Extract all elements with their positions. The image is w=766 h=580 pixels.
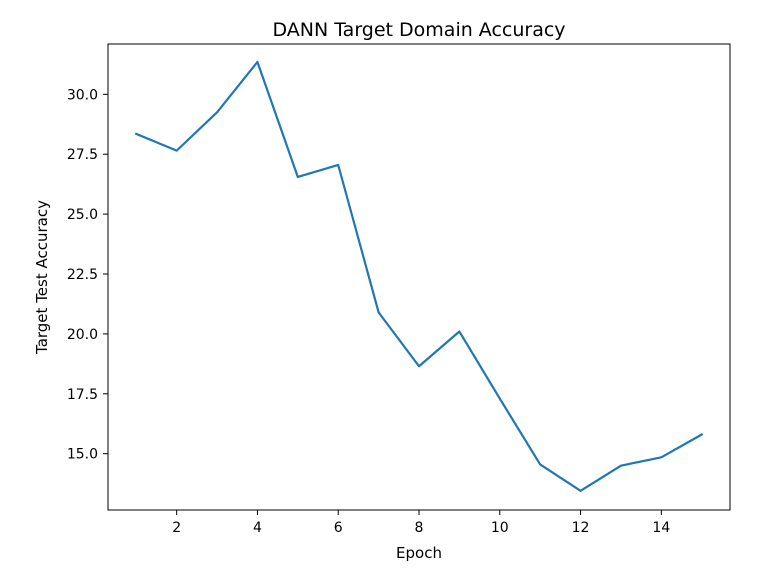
y-axis-ticks: 15.0 17.5 20.0 22.5 25.0 27.5 30.0 bbox=[67, 87, 108, 463]
chart-title: DANN Target Domain Accuracy bbox=[272, 19, 565, 41]
plot-frame bbox=[107, 43, 731, 511]
y-tick-label: 17.5 bbox=[67, 387, 98, 403]
x-tick-label: 12 bbox=[572, 520, 590, 536]
series-line-1 bbox=[134, 60, 704, 492]
x-tick-label: 14 bbox=[652, 520, 670, 536]
x-tick-label: 4 bbox=[253, 520, 262, 536]
y-tick-label: 27.5 bbox=[67, 147, 98, 163]
x-tick-label: 8 bbox=[415, 520, 424, 536]
y-tick-label: 15.0 bbox=[67, 447, 98, 463]
y-tick-label: 20.0 bbox=[67, 327, 98, 343]
y-tick-label: 22.5 bbox=[67, 267, 98, 283]
x-axis-ticks: 2 4 6 8 10 12 14 bbox=[172, 510, 670, 536]
x-tick-label: 6 bbox=[334, 520, 343, 536]
y-tick-label: 25.0 bbox=[67, 207, 98, 223]
y-axis-label: Target Test Accuracy bbox=[33, 200, 51, 355]
y-tick-label: 30.0 bbox=[67, 87, 98, 103]
x-tick-label: 2 bbox=[172, 520, 181, 536]
plot-area bbox=[107, 43, 731, 511]
x-tick-label: 10 bbox=[491, 520, 509, 536]
x-axis-label: Epoch bbox=[396, 544, 442, 562]
